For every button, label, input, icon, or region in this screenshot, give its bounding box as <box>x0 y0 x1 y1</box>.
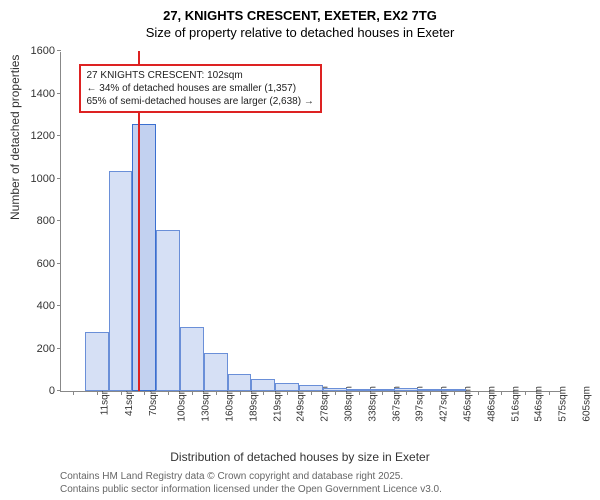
y-tick-mark <box>57 50 61 51</box>
y-tick-label: 1200 <box>31 130 61 142</box>
sub-title: Size of property relative to detached ho… <box>0 25 600 40</box>
x-tick-mark <box>382 391 383 395</box>
histogram-bar <box>275 383 299 392</box>
x-tick-label: 219sqm <box>272 386 283 422</box>
y-tick-label: 1600 <box>31 45 61 57</box>
y-tick-mark <box>57 390 61 391</box>
y-tick-mark <box>57 93 61 94</box>
y-tick-label: 400 <box>37 300 61 312</box>
histogram-bar <box>251 379 275 391</box>
y-tick-mark <box>57 135 61 136</box>
x-tick-label: 456sqm <box>463 386 474 422</box>
histogram-bar <box>109 171 133 391</box>
x-axis-label: Distribution of detached houses by size … <box>0 450 600 464</box>
x-tick-mark <box>192 391 193 395</box>
x-tick-mark <box>335 391 336 395</box>
x-tick-mark <box>478 391 479 395</box>
x-tick-mark <box>121 391 122 395</box>
histogram-bar <box>132 124 156 391</box>
y-tick-mark <box>57 263 61 264</box>
y-tick-label: 800 <box>37 215 61 227</box>
footer-line2: Contains public sector information licen… <box>60 483 442 496</box>
histogram-bar <box>228 374 252 391</box>
title-block: 27, KNIGHTS CRESCENT, EXETER, EX2 7TG Si… <box>0 0 600 40</box>
x-tick-label: 486sqm <box>486 386 497 422</box>
annotation-line1: 27 KNIGHTS CRESCENT: 102sqm <box>87 69 314 82</box>
x-tick-label: 100sqm <box>177 386 188 422</box>
histogram-bar <box>156 230 180 392</box>
chart-container: 27, KNIGHTS CRESCENT, EXETER, EX2 7TG Si… <box>0 0 600 500</box>
footer-line1: Contains HM Land Registry data © Crown c… <box>60 470 442 483</box>
x-tick-label: 367sqm <box>391 386 402 422</box>
annotation-line3: 65% of semi-detached houses are larger (… <box>87 95 314 108</box>
y-axis-label: Number of detached properties <box>8 55 22 220</box>
x-tick-label: 516sqm <box>510 386 521 422</box>
x-tick-label: 308sqm <box>344 386 355 422</box>
y-tick-label: 600 <box>37 258 61 270</box>
histogram-bar <box>85 332 109 392</box>
y-tick-mark <box>57 178 61 179</box>
x-tick-mark <box>73 391 74 395</box>
x-tick-label: 160sqm <box>225 386 236 422</box>
x-tick-label: 546sqm <box>534 386 545 422</box>
x-tick-label: 278sqm <box>320 386 331 422</box>
x-tick-mark <box>359 391 360 395</box>
y-tick-mark <box>57 220 61 221</box>
x-tick-mark <box>430 391 431 395</box>
x-tick-mark <box>501 391 502 395</box>
y-tick-label: 200 <box>37 343 61 355</box>
x-tick-label: 397sqm <box>415 386 426 422</box>
x-tick-label: 605sqm <box>582 386 593 422</box>
x-tick-mark <box>144 391 145 395</box>
x-tick-mark <box>287 391 288 395</box>
histogram-bar <box>180 327 204 391</box>
histogram-bar <box>204 353 228 391</box>
y-tick-label: 1000 <box>31 173 61 185</box>
x-tick-label: 130sqm <box>201 386 212 422</box>
annotation-line2: ← 34% of detached houses are smaller (1,… <box>87 82 314 95</box>
x-tick-mark <box>240 391 241 395</box>
x-tick-label: 249sqm <box>296 386 307 422</box>
y-tick-mark <box>57 348 61 349</box>
y-tick-label: 0 <box>49 385 61 397</box>
x-tick-mark <box>311 391 312 395</box>
x-tick-mark <box>263 391 264 395</box>
y-tick-mark <box>57 305 61 306</box>
footer-attribution: Contains HM Land Registry data © Crown c… <box>60 470 442 496</box>
x-tick-mark <box>168 391 169 395</box>
x-tick-mark <box>549 391 550 395</box>
main-title: 27, KNIGHTS CRESCENT, EXETER, EX2 7TG <box>0 8 600 23</box>
x-tick-mark <box>97 391 98 395</box>
plot-area: 27 KNIGHTS CRESCENT: 102sqm ← 34% of det… <box>60 52 560 392</box>
x-tick-mark <box>406 391 407 395</box>
x-tick-mark <box>454 391 455 395</box>
x-tick-label: 338sqm <box>367 386 378 422</box>
x-tick-label: 189sqm <box>248 386 259 422</box>
x-tick-mark <box>525 391 526 395</box>
annotation-box: 27 KNIGHTS CRESCENT: 102sqm ← 34% of det… <box>79 64 322 113</box>
y-tick-label: 1400 <box>31 88 61 100</box>
x-tick-mark <box>216 391 217 395</box>
x-tick-label: 427sqm <box>439 386 450 422</box>
x-tick-label: 575sqm <box>558 386 569 422</box>
